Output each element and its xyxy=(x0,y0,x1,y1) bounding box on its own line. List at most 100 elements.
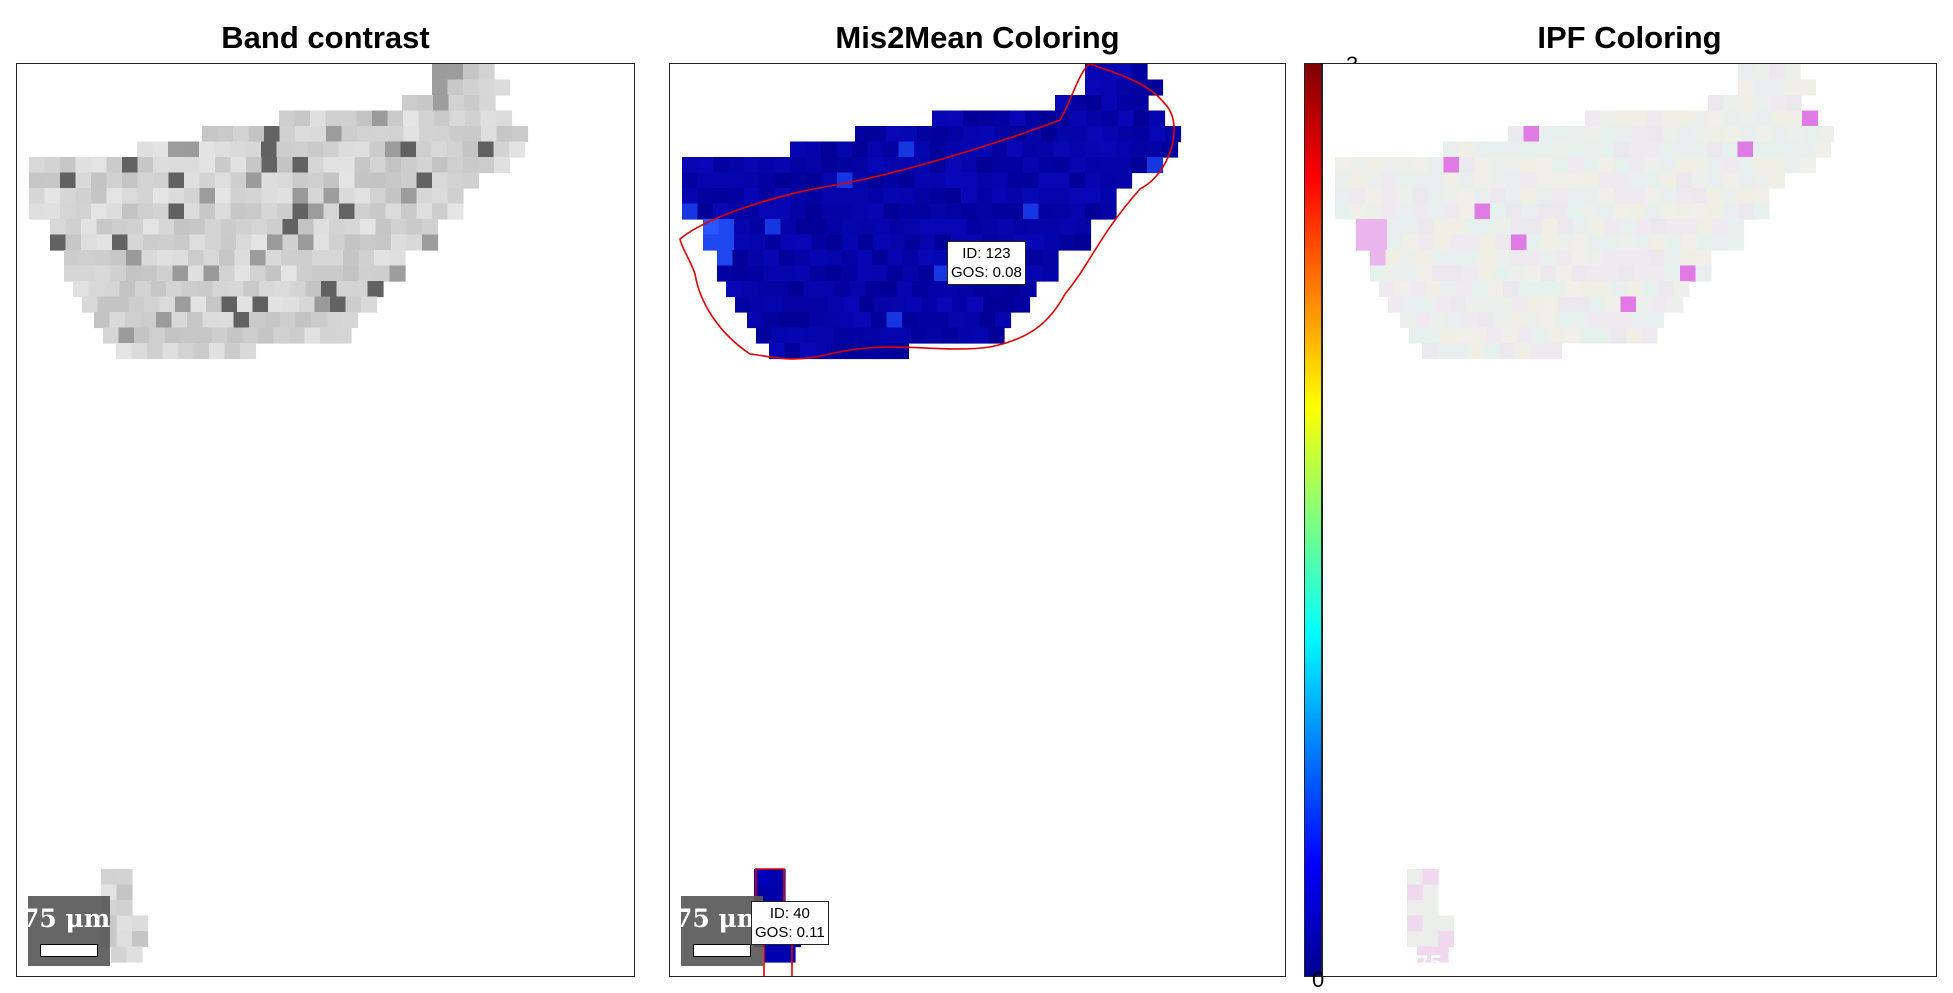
map-pixel xyxy=(1632,312,1649,329)
map-pixel xyxy=(1540,250,1557,267)
map-pixel xyxy=(1415,312,1432,329)
map-pixel xyxy=(184,188,201,205)
map-pixel xyxy=(976,172,993,189)
map-pixel xyxy=(1005,281,1022,298)
map-pixel xyxy=(1664,265,1681,282)
map-pixel xyxy=(1631,110,1648,127)
map-pixel xyxy=(1664,250,1681,267)
map-pixel xyxy=(360,219,377,236)
map-pixel xyxy=(1676,172,1693,189)
map-pixel xyxy=(1453,343,1470,360)
map-pixel xyxy=(128,296,145,313)
map-pixel xyxy=(967,296,984,313)
map-pixel xyxy=(1489,141,1506,158)
map-pixel xyxy=(1459,203,1476,220)
map-pixel xyxy=(926,327,943,344)
map-pixel xyxy=(929,141,946,158)
map-pixel xyxy=(1722,203,1739,220)
map-pixel xyxy=(890,296,907,313)
map-pixel xyxy=(1617,312,1634,329)
map-pixel xyxy=(877,343,894,360)
map-pixel xyxy=(1381,188,1398,205)
map-pixel xyxy=(1432,250,1449,267)
map-pixel xyxy=(434,110,451,127)
map-pixel xyxy=(1027,265,1044,282)
map-pixel xyxy=(1722,141,1739,158)
map-pixel xyxy=(116,884,133,901)
map-pixel xyxy=(220,219,237,236)
map-pixel xyxy=(1521,188,1538,205)
map-pixel xyxy=(718,219,735,236)
map-pixel xyxy=(920,219,937,236)
map-pixel xyxy=(934,265,951,282)
map-pixel xyxy=(493,141,510,158)
map-pixel xyxy=(261,141,278,158)
map-pixel xyxy=(1054,203,1071,220)
map-pixel xyxy=(1691,141,1708,158)
map-pixel xyxy=(1642,281,1659,298)
map-pixel xyxy=(126,265,143,282)
map-pixel xyxy=(901,126,918,143)
map-pixel xyxy=(769,884,786,901)
map-pixel xyxy=(122,203,139,220)
map-pixel xyxy=(1768,141,1785,158)
mis2mean-colorbar xyxy=(1304,63,1322,977)
map-pixel xyxy=(132,931,149,948)
map-pixel xyxy=(512,126,529,143)
map-pixel xyxy=(1658,281,1675,298)
map-pixel xyxy=(1645,188,1662,205)
map-pixel xyxy=(1044,234,1061,251)
map-pixel xyxy=(1583,188,1600,205)
map-pixel xyxy=(82,296,99,313)
map-pixel xyxy=(841,265,858,282)
map-pixel xyxy=(1602,250,1619,267)
map-pixel xyxy=(895,327,912,344)
map-pixel xyxy=(236,219,253,236)
map-pixel xyxy=(1438,915,1455,932)
map-pixel xyxy=(1446,312,1463,329)
map-pixel xyxy=(1087,126,1104,143)
map-pixel xyxy=(1432,265,1449,282)
map-pixel xyxy=(465,126,482,143)
map-pixel xyxy=(325,110,342,127)
map-pixel xyxy=(1815,141,1832,158)
map-pixel xyxy=(1412,172,1429,189)
map-pixel xyxy=(1707,172,1724,189)
map-pixel xyxy=(171,312,188,329)
map-pixel xyxy=(219,250,236,267)
map-pixel xyxy=(1536,157,1553,174)
map-pixel xyxy=(345,296,362,313)
map-pixel xyxy=(1447,250,1464,267)
map-pixel xyxy=(1480,219,1497,236)
map-pixel xyxy=(118,327,135,344)
map-pixel xyxy=(106,172,123,189)
map-pixel xyxy=(478,79,495,96)
map-pixel xyxy=(153,203,170,220)
map-pixel xyxy=(796,234,813,251)
map-pixel xyxy=(282,234,299,251)
map-pixel xyxy=(769,343,786,360)
map-pixel xyxy=(1753,172,1770,189)
map-pixel xyxy=(1660,203,1677,220)
map-pixel xyxy=(827,234,844,251)
grain-gos: GOS: 0.08 xyxy=(951,264,1022,281)
map-pixel xyxy=(252,296,269,313)
map-pixel xyxy=(930,203,947,220)
map-pixel xyxy=(1802,126,1819,143)
map-pixel xyxy=(265,250,282,267)
map-pixel xyxy=(1511,234,1528,251)
map-pixel xyxy=(1799,141,1816,158)
map-pixel xyxy=(1407,869,1424,886)
map-pixel xyxy=(298,219,315,236)
map-pixel xyxy=(1695,265,1712,282)
map-pixel xyxy=(496,126,513,143)
map-pixel xyxy=(261,157,278,174)
map-pixel xyxy=(1028,234,1045,251)
map-pixel xyxy=(1403,296,1420,313)
map-pixel xyxy=(1434,296,1451,313)
map-pixel xyxy=(982,219,999,236)
map-pixel xyxy=(385,157,402,174)
map-pixel xyxy=(64,265,81,282)
map-pixel xyxy=(91,172,108,189)
map-pixel xyxy=(202,312,219,329)
